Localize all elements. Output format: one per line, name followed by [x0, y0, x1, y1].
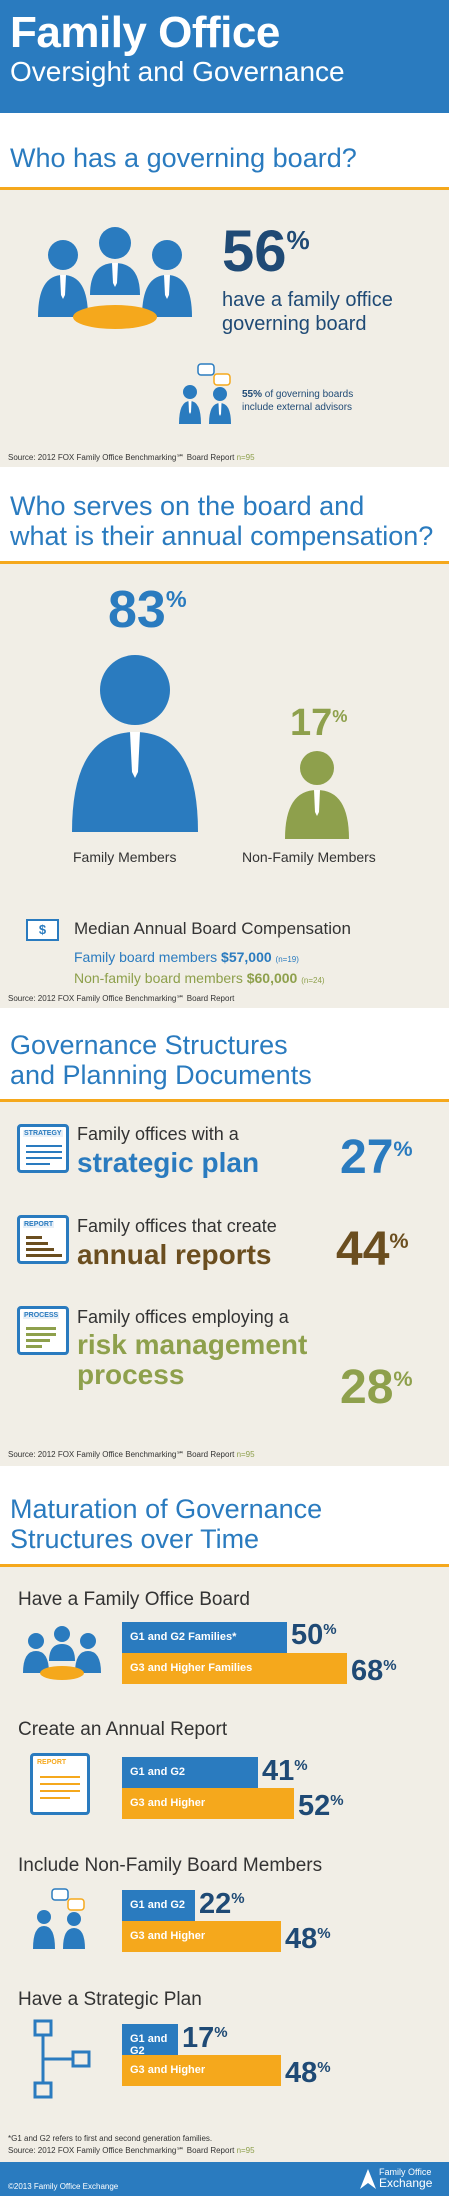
- s3-item3-line2: risk management process: [77, 1329, 308, 1390]
- s3-heading-line2: and Planning Documents: [10, 1060, 312, 1090]
- external-advisors-small-icon: [33, 1888, 85, 1949]
- s2-heading-line2: what is their annual compensation?: [10, 521, 434, 551]
- board-group-icon: [38, 227, 192, 329]
- s3-item1-line1: Family offices with a: [77, 1124, 239, 1144]
- g4-pct-g1g2: 17%: [182, 2022, 228, 2054]
- family-members-pct: 83%: [108, 581, 187, 639]
- g3-title: Include Non-Family Board Members: [18, 1855, 323, 1876]
- report-doc-icon: REPORT: [17, 1215, 69, 1264]
- g4-title: Have a Strategic Plan: [18, 1989, 202, 2010]
- g1-pct-g3: 68%: [351, 1655, 397, 1687]
- annual-reports-pct: 44%: [336, 1223, 409, 1276]
- s3-heading-line1: Governance Structures: [10, 1030, 288, 1060]
- logo-text-line2: Exchange: [379, 2176, 433, 2190]
- s4-heading-line2: Structures over Time: [10, 1524, 260, 1554]
- nonfamily-member-icon: [285, 751, 349, 839]
- strategy-doc-icon: STRATEGY: [17, 1124, 69, 1173]
- g2-bar-g3: G3 and Higher: [122, 1788, 294, 1819]
- copyright: ©2013 Family Office Exchange: [8, 2182, 119, 2191]
- s2-panel: 83% Family Members 17% Non-Family Member…: [0, 564, 449, 1008]
- nonfamily-members-pct: 17%: [290, 702, 348, 744]
- g1-bar-g3: G3 and Higher Families: [122, 1653, 347, 1684]
- s1-heading: Who has a governing board?: [10, 143, 357, 173]
- g1-title: Have a Family Office Board: [18, 1589, 250, 1610]
- s4-heading-line1: Maturation of Governance: [10, 1494, 323, 1524]
- external-advisors-icon: [179, 363, 231, 424]
- g4-pct-g3: 48%: [285, 2057, 331, 2089]
- compensation-title: Median Annual Board Compensation: [74, 919, 351, 938]
- s3-source: Source: 2012 FOX Family Office Benchmark…: [8, 1450, 255, 1459]
- s3-heading-bar: Governance Structures and Planning Docum…: [0, 1008, 449, 1102]
- g2-pct-g1g2: 41%: [262, 1755, 308, 1787]
- page-footer: ©2013 Family Office Exchange Family Offi…: [0, 2162, 449, 2196]
- flowchart-icon: [33, 2019, 91, 2099]
- board-group-small-icon: [23, 1626, 101, 1680]
- s1-board-pct: 56%: [222, 219, 310, 284]
- nonfamily-compensation: Non-family board members $60,000 (n=24): [74, 970, 325, 986]
- s1-heading-bar: Who has a governing board?: [0, 113, 449, 190]
- family-compensation: Family board members $57,000 (n=19): [74, 949, 299, 965]
- g3-pct-g3: 48%: [285, 1923, 331, 1955]
- s2-heading-line1: Who serves on the board and: [10, 491, 365, 521]
- family-members-label: Family Members: [73, 849, 177, 865]
- logo-text-line1: Family Office: [379, 2167, 432, 2177]
- s1-source: Source: 2012 FOX Family Office Benchmark…: [8, 453, 255, 462]
- g3-pct-g1g2: 22%: [199, 1888, 245, 1920]
- family-member-icon: [72, 655, 198, 832]
- process-doc-icon: PROCESS: [17, 1306, 69, 1355]
- s4-panel: Have a Family Office Board G1 and G2 Fam…: [0, 1567, 449, 2162]
- s3-item3-line1: Family offices employing a: [77, 1307, 289, 1327]
- g3-bar-g1g2: G1 and G2: [122, 1890, 195, 1921]
- s1-board-text: have a family office governing board: [222, 289, 393, 335]
- g2-pct-g3: 52%: [298, 1790, 344, 1822]
- s2-source: Source: 2012 FOX Family Office Benchmark…: [8, 994, 235, 1003]
- s4-heading-bar: Maturation of Governance Structures over…: [0, 1466, 449, 1567]
- s4-footnote: *G1 and G2 refers to first and second ge…: [8, 2134, 213, 2143]
- page-title: Family Office: [10, 8, 280, 57]
- g1-pct-g1g2: 50%: [291, 1619, 337, 1651]
- g3-bar-g3: G3 and Higher: [122, 1921, 281, 1952]
- s3-item2-line1: Family offices that create: [77, 1216, 277, 1236]
- s2-heading-bar: Who serves on the board and what is thei…: [0, 467, 449, 564]
- s3-panel: STRATEGY Family offices with a strategic…: [0, 1102, 449, 1466]
- fox-logo-icon: [360, 2169, 376, 2189]
- strategic-plan-pct: 27%: [340, 1131, 413, 1184]
- s3-item2-line2: annual reports: [77, 1239, 272, 1270]
- s3-item1-line2: strategic plan: [77, 1147, 260, 1178]
- dollar-icon: $: [26, 919, 59, 941]
- risk-management-pct: 28%: [340, 1361, 413, 1414]
- s1-advisors-text: 55% of governing boards include external…: [242, 389, 354, 413]
- s1-panel: 56% have a family office governing board…: [0, 190, 449, 467]
- page-subtitle: Oversight and Governance: [10, 56, 345, 87]
- report-small-icon: REPORT: [30, 1753, 90, 1815]
- g2-title: Create an Annual Report: [18, 1719, 228, 1740]
- g4-bar-g1g2: G1 and G2: [122, 2024, 178, 2057]
- g4-bar-g3: G3 and Higher: [122, 2055, 281, 2086]
- nonfamily-members-label: Non-Family Members: [242, 849, 376, 865]
- g2-bar-g1g2: G1 and G2: [122, 1757, 258, 1788]
- g1-bar-g1g2: G1 and G2 Families*: [122, 1622, 287, 1653]
- s4-source: Source: 2012 FOX Family Office Benchmark…: [8, 2146, 255, 2155]
- page-header: Family Office Oversight and Governance: [0, 0, 449, 113]
